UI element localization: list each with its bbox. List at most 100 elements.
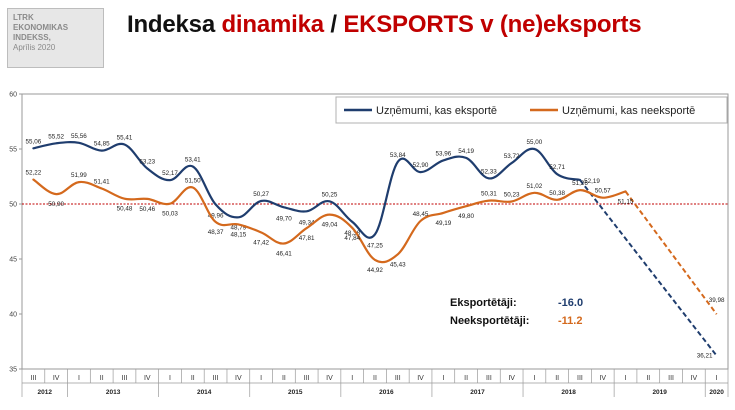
non-exporters-data-label: 39,98 [709,297,725,304]
quarter-label: I [78,375,80,382]
title-highlight: dinamika [221,11,324,38]
exporters-data-label: 54,85 [94,141,110,148]
year-label: 2015 [288,389,303,396]
quarter-label: I [260,375,262,382]
quarter-label: IV [691,375,698,382]
non-exporters-data-label: 44,92 [367,267,383,274]
exporters-data-label: 55,00 [527,139,543,146]
quarter-label: IV [326,375,333,382]
non-exporters-data-label: 47,42 [253,239,269,246]
exporters-projection-line [579,179,718,357]
exporters-data-label: 49,34 [299,219,315,226]
non-exporters-data-label: 48,37 [208,229,224,236]
quarter-label: III [395,375,401,382]
year-label: 2019 [652,389,667,396]
title-part: Indeksa [127,11,222,38]
non-exporters-data-label: 48,45 [413,211,429,218]
exporters-data-label: 52,71 [549,164,565,171]
quarter-label: III [577,375,583,382]
title-highlight: EKSPORTS v (ne)eksports [343,11,642,38]
quarter-label: III [668,375,674,382]
plot-area [21,93,729,370]
non-exporters-data-label: 48,15 [230,231,246,238]
year-label: 2020 [709,389,724,396]
non-exporters-data-label: 47,84 [344,235,360,242]
logo-line: EKONOMIKAS [13,23,69,32]
exporters-data-label: 53,84 [390,152,406,159]
non-exporters-data-label: 50,31 [481,191,497,198]
summary-non-exporters-value: -11.2 [558,315,582,327]
summary-exporters-value: -16.0 [558,297,583,309]
y-tick-label: 50 [9,202,17,209]
y-tick-label: 45 [9,257,17,264]
quarter-label: III [486,375,492,382]
quarter-label: IV [53,375,60,382]
non-exporters-data-label: 51,99 [71,172,87,179]
title-separator: / [323,11,344,38]
non-exporters-data-label: 52,22 [26,170,42,177]
quarter-label: II [555,375,559,382]
quarter-label: I [442,375,444,382]
non-exporters-series-line [32,178,627,264]
year-label: 2017 [470,389,485,396]
quarter-label: III [122,375,128,382]
non-exporters-data-label: 50,57 [595,188,611,195]
summary-non-exporters-label: Neeksportētāji: [450,315,529,327]
non-exporters-data-label: 51,41 [94,178,110,185]
exporters-data-label: 49,70 [276,215,292,222]
exporters-data-label: 53,23 [139,158,155,165]
non-exporters-data-label: 47,81 [299,235,315,242]
year-label: 2018 [561,389,576,396]
exporters-data-label: 49,96 [208,212,224,219]
exporters-data-label: 52,17 [162,170,178,177]
quarter-label: IV [144,375,151,382]
exporters-data-label: 52,19 [584,178,600,185]
exporters-data-label: 47,25 [367,242,383,249]
exporters-data-label: 52,33 [481,168,497,175]
quarter-label: II [282,375,286,382]
exporters-data-label: 53,41 [185,156,201,163]
non-exporters-data-label: 51,26 [572,180,588,187]
quarter-label: II [464,375,468,382]
exporters-series-line [32,141,582,239]
non-exporters-data-label: 46,41 [276,250,292,257]
year-label: 2016 [379,389,394,396]
quarter-label: I [533,375,535,382]
non-exporters-data-label: 50,90 [48,201,64,208]
legend-label-exporters: Uzņēmumi, kas eksportē [376,105,497,117]
logo-line: LTRK [13,13,34,22]
y-tick-label: 60 [9,92,17,99]
page-title: Indeksa dinamika / EKSPORTS v (ne)ekspor… [127,11,642,39]
exporters-data-label: 55,56 [71,133,87,140]
legend-label-non-exporters: Uzņēmumi, kas neeksportē [562,105,695,117]
exporters-data-label: 55,41 [117,134,133,141]
exporters-data-label: 55,06 [26,138,42,145]
quarter-label: II [646,375,650,382]
non-exporters-data-label: 49,19 [435,220,451,227]
quarter-label: II [373,375,377,382]
non-exporters-data-label: 51,02 [527,183,543,190]
quarter-label: III [30,375,36,382]
quarter-label: III [213,375,219,382]
non-exporters-projection-line [624,190,718,315]
exporters-data-label: 50,25 [322,191,338,198]
logo-date: Aprīlis 2020 [13,43,56,52]
exporters-data-label: 53,96 [435,150,451,157]
logo-line: INDEKSS, [13,33,51,42]
exporters-data-label: 48,79 [230,224,246,231]
year-label: 2012 [38,389,53,396]
y-tick-label: 55 [9,147,17,154]
quarter-label: II [191,375,195,382]
summary-exporters-label: Eksportētāji: [450,297,517,309]
quarter-label: III [304,375,310,382]
exporters-data-label: 48,38 [344,230,360,237]
quarter-label: I [169,375,171,382]
year-label: 2014 [197,389,212,396]
quarter-label: I [716,375,718,382]
quarter-label: IV [417,375,424,382]
non-exporters-data-label: 50,38 [549,190,565,197]
y-tick-label: 35 [9,367,17,374]
non-exporters-data-label: 50,46 [139,206,155,213]
quarter-label: I [351,375,353,382]
